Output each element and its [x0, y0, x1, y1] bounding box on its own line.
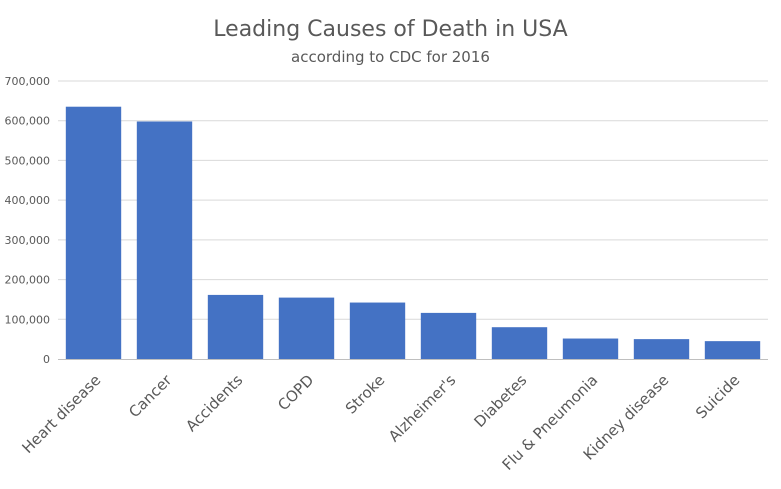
x-tick-label: Diabetes	[471, 371, 531, 431]
y-tick-label: 500,000	[5, 154, 51, 167]
chart-subtitle: according to CDC for 2016	[291, 48, 490, 66]
x-tick-label: Alzheimer's	[385, 371, 459, 445]
y-tick-label: 200,000	[5, 274, 51, 287]
bar-diabetes	[491, 327, 548, 359]
y-tick-label: 300,000	[5, 234, 51, 247]
bar-kidney-disease	[633, 339, 690, 359]
bar-accidents	[207, 294, 264, 359]
bar-cancer	[136, 121, 193, 360]
bar-copd	[278, 297, 335, 359]
chart-title: Leading Causes of Death in USA	[213, 17, 567, 42]
x-tick-label: Cancer	[125, 371, 176, 422]
bar-suicide	[704, 341, 761, 359]
bars	[65, 106, 761, 360]
bar-alzheimer-s	[420, 312, 477, 359]
y-tick-label: 0	[43, 353, 50, 366]
bar-heart-disease	[65, 106, 122, 359]
x-tick-label: Heart disease	[18, 371, 104, 457]
x-axis-ticks: Heart disease Cancer Accidents COPD StrokeAl…	[18, 371, 743, 474]
y-axis-ticks: 0 100,000 200,000 300,000 400,000 500,000 600,…	[5, 75, 51, 366]
y-tick-label: 700,000	[5, 75, 51, 88]
bar-stroke	[349, 302, 406, 359]
x-tick-label: COPD	[274, 371, 317, 414]
x-tick-label: Suicide	[692, 371, 743, 422]
x-tick-label: Stroke	[342, 371, 389, 418]
x-tick-label: Accidents	[182, 371, 246, 435]
bar-flu-pneumonia	[562, 338, 619, 359]
y-tick-label: 400,000	[5, 194, 51, 207]
y-tick-label: 600,000	[5, 115, 51, 128]
y-tick-label: 100,000	[5, 313, 51, 326]
